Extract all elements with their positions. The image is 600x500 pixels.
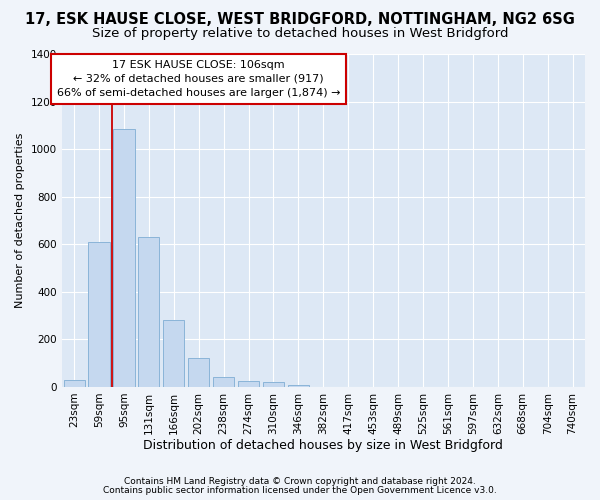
Text: Contains public sector information licensed under the Open Government Licence v3: Contains public sector information licen… xyxy=(103,486,497,495)
Bar xyxy=(238,381,259,387)
Bar xyxy=(188,358,209,387)
Bar xyxy=(88,242,110,387)
Text: 17, ESK HAUSE CLOSE, WEST BRIDGFORD, NOTTINGHAM, NG2 6SG: 17, ESK HAUSE CLOSE, WEST BRIDGFORD, NOT… xyxy=(25,12,575,28)
Bar xyxy=(263,382,284,387)
Bar xyxy=(113,129,134,387)
X-axis label: Distribution of detached houses by size in West Bridgford: Distribution of detached houses by size … xyxy=(143,440,503,452)
Text: Contains HM Land Registry data © Crown copyright and database right 2024.: Contains HM Land Registry data © Crown c… xyxy=(124,477,476,486)
Bar xyxy=(64,380,85,387)
Text: Size of property relative to detached houses in West Bridgford: Size of property relative to detached ho… xyxy=(92,28,508,40)
Y-axis label: Number of detached properties: Number of detached properties xyxy=(15,133,25,308)
Bar xyxy=(163,320,184,387)
Bar xyxy=(288,384,309,387)
Bar xyxy=(213,377,234,387)
Text: 17 ESK HAUSE CLOSE: 106sqm
← 32% of detached houses are smaller (917)
66% of sem: 17 ESK HAUSE CLOSE: 106sqm ← 32% of deta… xyxy=(57,60,340,98)
Bar xyxy=(138,237,160,387)
